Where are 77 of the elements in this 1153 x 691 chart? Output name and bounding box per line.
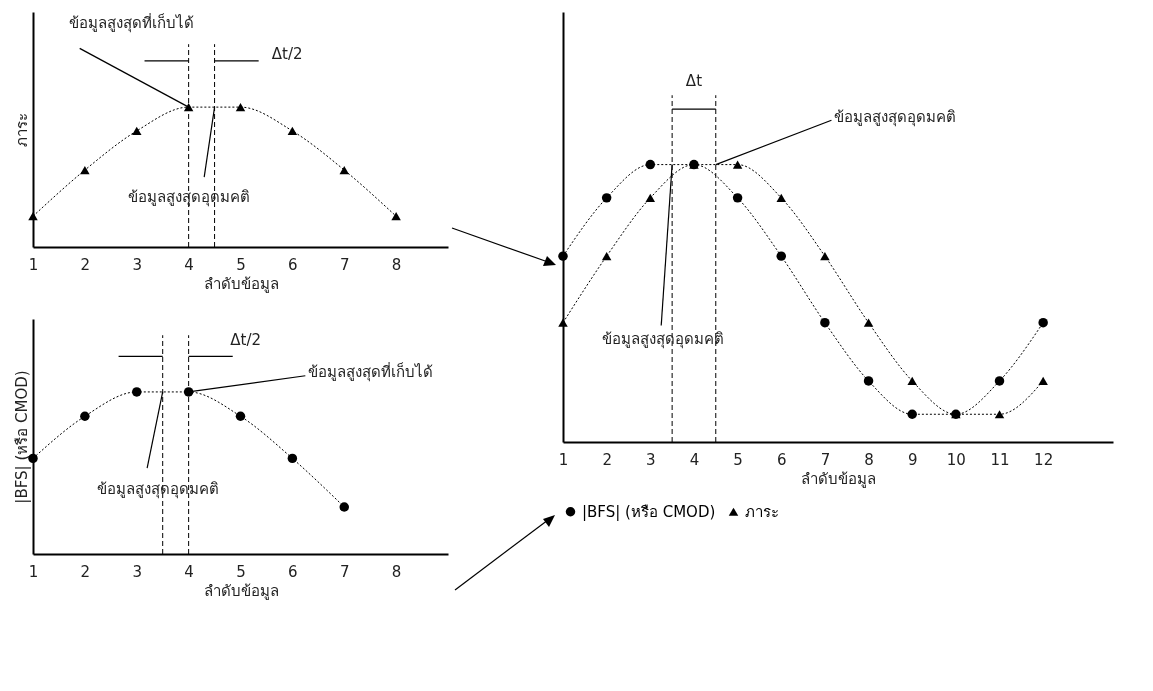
point xyxy=(235,411,246,421)
point xyxy=(80,411,90,421)
point xyxy=(132,387,142,397)
legend-label: |BFS| (หรือ CMOD) xyxy=(582,502,716,521)
point xyxy=(391,212,401,221)
point xyxy=(776,193,786,202)
point xyxy=(601,193,612,203)
x-tick-label: 5 xyxy=(733,450,743,469)
x-tick-label: 6 xyxy=(776,450,787,469)
annotation: ข้อมูลสูงสุดอุดมคติ xyxy=(127,187,250,207)
point xyxy=(863,318,874,327)
x-tick-label: 2 xyxy=(602,450,612,469)
x-tick-label: 5 xyxy=(236,255,246,274)
point xyxy=(601,252,612,261)
annotation: ข้อมูลสูงสุดอุดมคติ xyxy=(833,108,956,128)
x-tick-label: 1 xyxy=(28,562,39,581)
point xyxy=(287,453,298,464)
x-axis-title: ลำดับข้อมูล xyxy=(203,274,279,293)
x-tick-label: 2 xyxy=(80,562,91,581)
x-tick-label: 1 xyxy=(558,450,569,469)
point xyxy=(732,160,743,169)
y-axis-title: ภาระ xyxy=(12,113,31,147)
x-tick-label: 7 xyxy=(339,562,350,581)
point xyxy=(235,103,246,112)
x-axis-title: ลำดับข้อมูล xyxy=(801,469,876,488)
point xyxy=(339,502,349,512)
x-tick-label: 10 xyxy=(946,450,966,469)
point xyxy=(287,126,298,136)
text: Δt/2 xyxy=(230,331,262,350)
x-tick-label: 4 xyxy=(689,450,700,469)
x-tick-label: 8 xyxy=(391,255,402,274)
point xyxy=(132,126,142,136)
point xyxy=(820,317,830,328)
point xyxy=(645,193,656,202)
point xyxy=(907,409,917,419)
point xyxy=(645,159,656,170)
point xyxy=(994,376,1005,386)
text: Δt/2 xyxy=(271,44,303,63)
x-tick-label: 6 xyxy=(288,255,298,274)
point xyxy=(1038,376,1048,386)
x-axis-title: ลำดับข้อมูล xyxy=(203,581,279,600)
x-tick-label: 8 xyxy=(864,450,874,469)
point xyxy=(776,251,786,261)
annotation: ข้อมูลสูงสุดที่เก็บได้ xyxy=(69,12,195,34)
point xyxy=(907,376,917,386)
x-tick-label: 4 xyxy=(184,255,194,274)
x-tick-label: 9 xyxy=(907,450,918,469)
point xyxy=(732,193,743,203)
point xyxy=(28,453,38,464)
x-tick-label: 6 xyxy=(288,562,298,581)
x-tick-label: 7 xyxy=(339,255,350,274)
x-tick-label: 7 xyxy=(820,450,831,469)
point xyxy=(558,251,568,261)
annotation: ข้อมูลสูงสุดที่เก็บได้ xyxy=(307,361,433,383)
x-tick-label: 1 xyxy=(28,255,39,274)
x-tick-label: 5 xyxy=(236,562,246,581)
x-tick-label: 11 xyxy=(990,450,1010,469)
x-tick-label: 4 xyxy=(184,562,194,581)
point xyxy=(80,165,90,175)
x-tick-label: 3 xyxy=(132,255,143,274)
point xyxy=(994,410,1005,419)
point xyxy=(820,252,830,261)
x-tick-label: 12 xyxy=(1034,450,1054,469)
point xyxy=(28,212,38,221)
legend-label: ภาระ xyxy=(745,502,779,521)
text: Δt xyxy=(685,72,703,91)
x-tick-label: 3 xyxy=(646,450,656,469)
annotation: ข้อมูลสูงสุดอุดมคติ xyxy=(602,330,725,350)
annotation: ข้อมูลสูงสุดอุดมคติ xyxy=(96,480,219,500)
point xyxy=(339,165,349,175)
point xyxy=(1038,317,1048,328)
point xyxy=(863,376,874,386)
x-tick-label: 8 xyxy=(391,562,402,581)
x-tick-label: 3 xyxy=(132,562,143,581)
point xyxy=(558,318,568,327)
y-axis-title: |BFS| (หรือ CMOD) xyxy=(12,370,31,504)
x-tick-label: 2 xyxy=(80,255,91,274)
